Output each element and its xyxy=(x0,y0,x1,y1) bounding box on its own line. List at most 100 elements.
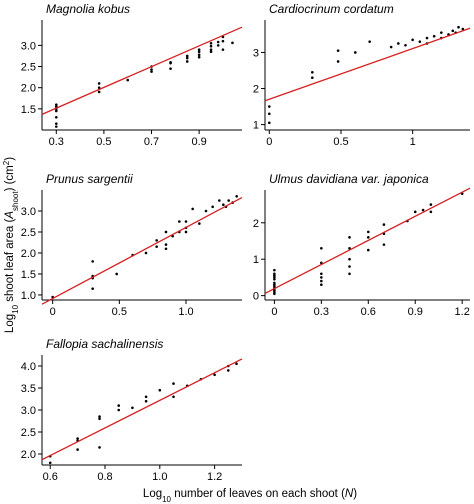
x-tick-label: 0 xyxy=(271,306,277,318)
data-point xyxy=(117,404,121,407)
x-tick-label: 1.0 xyxy=(152,471,167,483)
data-point xyxy=(320,276,323,279)
data-point xyxy=(411,38,414,42)
data-point xyxy=(184,230,188,234)
x-tick-label: 0.5 xyxy=(112,306,127,318)
data-point xyxy=(144,399,148,403)
regression-line xyxy=(264,27,471,102)
data-point xyxy=(211,205,214,209)
data-point xyxy=(268,112,271,116)
data-point xyxy=(348,272,351,276)
y-axis-label: Log10 shoot leaf area (Ashoot) (cm2) xyxy=(2,157,20,333)
x-tick-label: 0.3 xyxy=(49,136,64,148)
x-tick-label: 1.2 xyxy=(455,306,470,318)
data-point xyxy=(184,220,188,223)
data-point xyxy=(172,395,175,399)
chart-panel: Magnolia kobus 0.3 0.5 0.7 0.9 1.5 2.0 2.5 3.0 xyxy=(21,2,243,148)
data-point xyxy=(273,277,276,281)
y-tick-label: 2.0 xyxy=(21,248,36,260)
data-point xyxy=(115,272,118,276)
data-point xyxy=(155,239,158,242)
data-point xyxy=(126,78,130,82)
y-tick-label: 3.0 xyxy=(21,405,36,417)
data-point xyxy=(164,243,168,246)
y-tick-label: 2.5 xyxy=(21,62,36,74)
data-point xyxy=(320,246,323,250)
data-point xyxy=(348,236,351,239)
data-point xyxy=(221,39,225,43)
data-point xyxy=(198,222,201,225)
data-point xyxy=(311,70,314,74)
data-point xyxy=(320,272,323,276)
x-tick-label: 0.6 xyxy=(43,471,58,483)
data-point xyxy=(432,34,436,38)
data-point xyxy=(209,48,213,51)
data-point xyxy=(311,76,314,80)
panel-title: Prunus sargentii xyxy=(46,172,133,186)
data-point xyxy=(429,210,433,214)
data-point xyxy=(425,36,429,40)
data-point xyxy=(273,290,276,294)
data-point xyxy=(144,251,148,255)
data-point xyxy=(273,272,276,276)
y-tick-label: 2.5 xyxy=(21,427,36,439)
data-point xyxy=(222,203,225,206)
data-point xyxy=(164,247,168,251)
data-point xyxy=(366,248,370,252)
panel-title: Fallopia sachalinensis xyxy=(46,337,163,351)
data-point xyxy=(164,230,168,234)
data-point xyxy=(97,90,101,94)
data-point xyxy=(404,43,407,47)
data-point xyxy=(98,417,101,421)
data-point xyxy=(54,125,58,128)
data-point xyxy=(227,369,230,372)
data-point xyxy=(76,448,79,451)
x-tick-label: 1 xyxy=(410,136,416,148)
data-point xyxy=(273,274,276,277)
panels: Magnolia kobus 0.3 0.5 0.7 0.9 1.5 2.0 2.5 3.0 Ca… xyxy=(21,2,471,483)
data-point xyxy=(197,48,201,51)
x-tick-label: 0.3 xyxy=(314,306,329,318)
data-point xyxy=(150,70,153,73)
data-point xyxy=(54,116,58,119)
data-point xyxy=(213,373,216,377)
data-point xyxy=(273,283,276,287)
data-point xyxy=(185,54,189,58)
data-point xyxy=(457,25,460,29)
data-point xyxy=(273,285,276,288)
data-point xyxy=(169,61,172,64)
y-tick-label: 2.0 xyxy=(21,449,36,461)
data-point xyxy=(117,408,121,412)
data-point xyxy=(131,406,134,410)
y-tick-label: 1 xyxy=(253,120,259,132)
x-tick-label: 0.6 xyxy=(361,306,376,318)
y-tick-label: 2.5 xyxy=(21,227,36,239)
panel-title: Cardiocrinum cordatum xyxy=(269,2,394,16)
data-point xyxy=(197,50,201,54)
data-point xyxy=(368,40,371,43)
data-point xyxy=(382,243,386,246)
x-tick-label: 0 xyxy=(266,136,272,148)
data-point xyxy=(235,362,238,366)
x-axis-label: Log10 number of leaves on each shoot (N) xyxy=(143,488,357,504)
data-point xyxy=(366,236,370,239)
y-tick-label: 2.0 xyxy=(21,83,36,95)
data-point xyxy=(185,56,189,60)
chart-panel: Cardiocrinum cordatum 0 0.5 1 1 2 3 xyxy=(253,2,471,148)
data-point xyxy=(231,41,234,45)
data-point xyxy=(54,122,58,125)
data-point xyxy=(98,446,101,449)
data-point xyxy=(218,199,221,202)
data-point xyxy=(348,246,351,250)
shared-axis-labels: Log10 shoot leaf area (Ashoot) (cm2) Log1… xyxy=(2,157,358,504)
data-point xyxy=(348,257,351,261)
x-tick-label: 1.0 xyxy=(178,306,193,318)
y-tick-label: 3 xyxy=(253,47,259,59)
y-tick-label: 4.0 xyxy=(21,361,36,373)
x-tick-label: 0.8 xyxy=(97,471,112,483)
data-point xyxy=(191,207,194,211)
data-point xyxy=(91,287,94,290)
chart-panel: Fallopia sachalinensis 0.6 0.8 1.0 1.2 2.0 2.5… xyxy=(21,337,243,483)
regression-line xyxy=(41,196,243,305)
data-point xyxy=(389,45,393,49)
